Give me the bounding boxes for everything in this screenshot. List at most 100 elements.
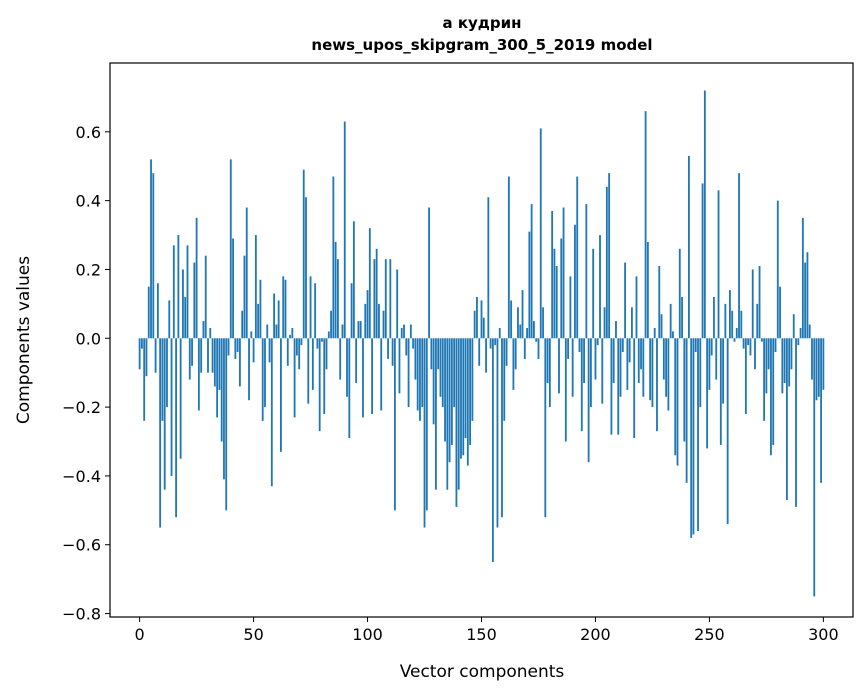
bar: [207, 338, 209, 373]
bar: [482, 317, 485, 339]
bar: [489, 338, 492, 349]
bar: [485, 338, 487, 373]
bar: [726, 338, 729, 525]
bar: [788, 338, 791, 387]
bar: [147, 286, 150, 339]
x-axis-ticks: 0 50 100 150 200 250 300: [135, 617, 839, 644]
bar: [708, 338, 711, 390]
bar: [717, 190, 720, 339]
y-tick-label: 0.2: [76, 260, 101, 279]
bar: [453, 338, 456, 408]
bar: [811, 338, 813, 380]
bar: [574, 224, 576, 339]
bar: [510, 300, 513, 339]
bar: [473, 310, 476, 339]
bar: [546, 338, 549, 384]
bar: [462, 338, 465, 456]
x-tick-label: 100: [352, 625, 383, 644]
bar: [760, 338, 763, 342]
bar: [751, 269, 754, 339]
bar: [138, 338, 141, 370]
bar: [685, 338, 688, 483]
bar: [341, 324, 344, 339]
bar: [211, 338, 214, 373]
y-tick-label: 0.4: [76, 192, 101, 211]
bar: [503, 338, 506, 421]
bar: [257, 303, 260, 339]
bar: [722, 338, 724, 404]
bar: [373, 259, 376, 339]
bar: [815, 338, 818, 401]
bar: [571, 338, 574, 397]
bar: [355, 338, 358, 384]
bar: [505, 338, 508, 366]
bar: [268, 338, 271, 363]
bar: [170, 338, 173, 476]
bar: [523, 338, 526, 359]
bar: [626, 338, 629, 390]
bar: [719, 338, 722, 445]
bar: [785, 338, 788, 501]
bar: [763, 338, 766, 421]
bar: [690, 338, 693, 538]
bar: [378, 303, 380, 339]
bar: [337, 259, 339, 339]
bar: [774, 338, 777, 353]
bar: [694, 338, 697, 353]
bar: [200, 338, 203, 373]
bar: [289, 334, 291, 339]
bar: [633, 338, 636, 439]
bar: [480, 300, 483, 339]
y-axis-ticks: −0.8 −0.6 −0.4 −0.2 0.0 0.2 0.4 0.6: [62, 123, 110, 624]
bar: [683, 338, 686, 442]
bar: [141, 338, 143, 349]
bar: [243, 255, 246, 339]
bar: [804, 262, 807, 339]
bar: [610, 338, 613, 435]
plot-area-frame: [109, 62, 854, 618]
bar: [806, 252, 809, 339]
x-axis-label: Vector components: [400, 662, 565, 682]
bar: [150, 159, 152, 339]
bar: [631, 307, 633, 339]
bar: [594, 338, 597, 380]
bar: [446, 338, 449, 490]
bar: [371, 338, 374, 414]
bar: [154, 338, 157, 373]
bar: [223, 338, 225, 480]
bar: [770, 338, 772, 456]
bar: [649, 338, 652, 401]
bar: [667, 338, 670, 411]
bar: [264, 338, 266, 408]
bar: [754, 338, 756, 370]
bar: [548, 338, 551, 408]
bar: [542, 307, 544, 339]
bar: [457, 338, 460, 490]
bar: [731, 310, 734, 339]
bar: [817, 338, 820, 397]
bar: [293, 338, 296, 418]
bar: [729, 290, 731, 339]
bar: [646, 241, 649, 339]
y-tick-label: 0.0: [76, 329, 101, 348]
bar: [302, 169, 305, 339]
bar: [781, 338, 784, 394]
bar: [628, 338, 631, 363]
bar: [528, 231, 531, 339]
x-tick-label: 200: [580, 625, 611, 644]
bar: [277, 300, 280, 339]
bar: [248, 338, 250, 401]
x-tick-label: 50: [243, 625, 263, 644]
bar: [314, 283, 317, 339]
bar: [419, 338, 421, 421]
bar: [348, 338, 351, 439]
bar: [567, 338, 570, 359]
bar: [701, 183, 704, 339]
bar: [432, 338, 435, 425]
bar: [710, 338, 713, 356]
bar: [202, 321, 205, 339]
bar: [569, 276, 572, 339]
bar: [193, 262, 196, 339]
bar: [514, 338, 517, 370]
bar: [327, 331, 330, 339]
